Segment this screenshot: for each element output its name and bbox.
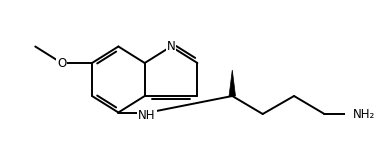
Text: N: N — [167, 40, 175, 53]
Text: NH₂: NH₂ — [353, 107, 374, 121]
Text: NH: NH — [138, 109, 156, 122]
Text: O: O — [57, 57, 66, 70]
Polygon shape — [229, 70, 236, 96]
